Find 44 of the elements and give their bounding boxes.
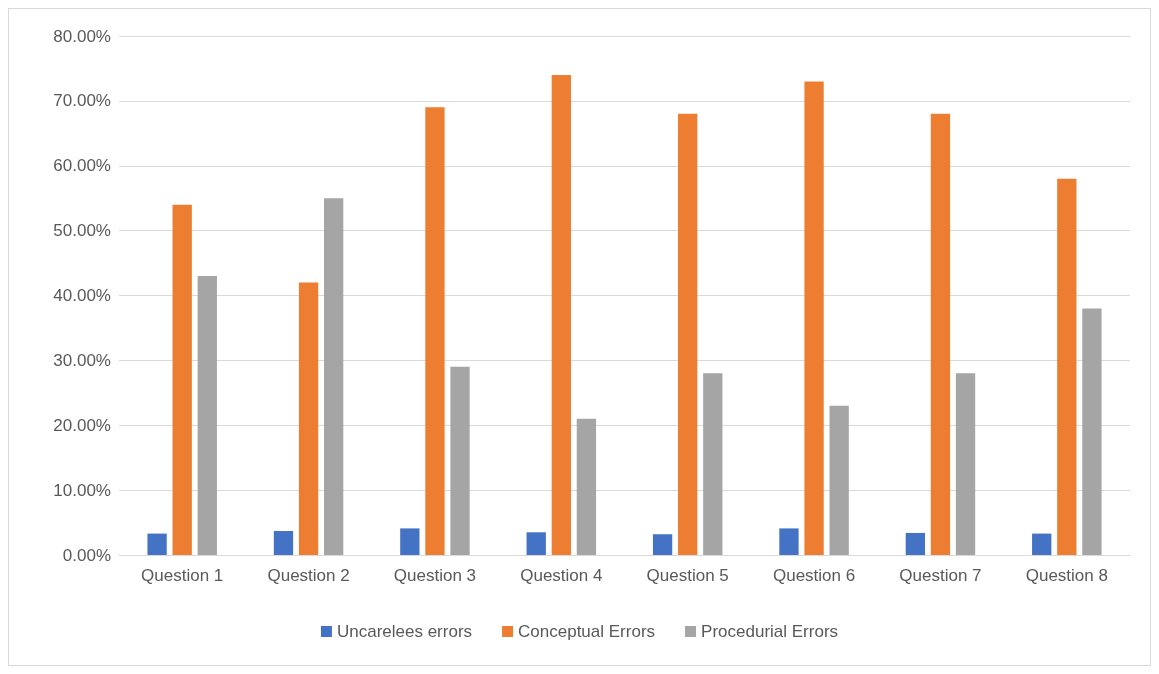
- bar: [273, 531, 294, 555]
- bar: [779, 528, 799, 555]
- bar: [1082, 308, 1102, 555]
- bar: [425, 107, 445, 555]
- y-tick-label: 80.00%: [53, 26, 111, 46]
- y-tick-label: 50.00%: [53, 221, 111, 241]
- bar: [829, 405, 849, 555]
- bar: [1057, 178, 1077, 555]
- bar: [400, 528, 420, 555]
- bar: [551, 74, 571, 555]
- x-tick-label: Question 8: [1025, 566, 1108, 585]
- legend-label: Uncarelees errors: [336, 622, 473, 641]
- x-tick-label: Question 1: [141, 566, 224, 585]
- bar: [450, 366, 470, 555]
- bar: [678, 113, 698, 555]
- y-tick-label: 20.00%: [53, 415, 111, 435]
- bar: [930, 113, 951, 555]
- legend-label: Conceptual Errors: [518, 622, 656, 641]
- y-tick-label: 0.00%: [62, 545, 111, 565]
- bar: [576, 418, 597, 555]
- y-tick-label: 10.00%: [53, 480, 111, 500]
- legend-label: Procedurial Errors: [701, 622, 839, 641]
- bar: [197, 276, 217, 555]
- bar: [147, 533, 167, 555]
- y-tick-label: 40.00%: [53, 286, 111, 305]
- y-tick-label: 70.00%: [53, 91, 111, 111]
- bar: [804, 81, 824, 555]
- bar: [652, 534, 673, 555]
- bar: [298, 282, 319, 555]
- bar: [905, 532, 925, 555]
- x-tick-label: Question 2: [267, 566, 350, 585]
- bar: [1032, 533, 1052, 555]
- y-tick-label: 60.00%: [53, 156, 111, 176]
- x-tick-label: Question 7: [899, 566, 982, 585]
- bar: [703, 373, 723, 555]
- y-tick-label: 30.00%: [53, 350, 111, 370]
- bar: [526, 532, 546, 555]
- bar: [955, 373, 976, 555]
- x-tick-label: Question 4: [520, 566, 603, 585]
- x-tick-label: Question 5: [646, 566, 729, 585]
- x-tick-label: Question 6: [772, 566, 856, 585]
- bar: [324, 198, 344, 555]
- bar: [172, 204, 192, 555]
- x-tick-label: Question 3: [393, 566, 477, 585]
